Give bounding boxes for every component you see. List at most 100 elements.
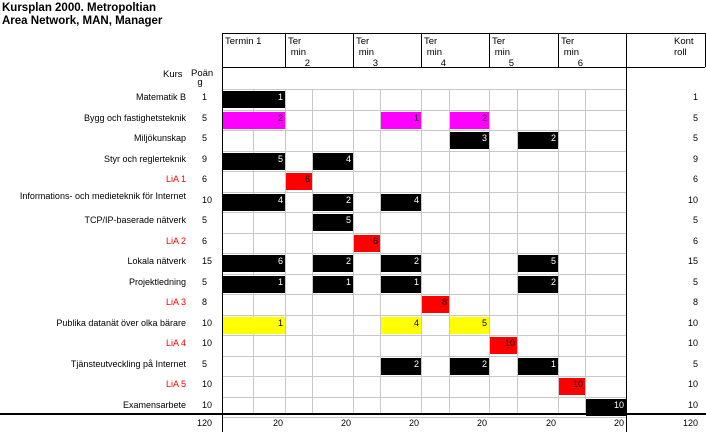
course-points: 8 xyxy=(202,297,208,307)
grid-col-line xyxy=(312,89,313,413)
grid-row-line xyxy=(222,171,626,172)
course-points: 10 xyxy=(202,317,213,328)
grid-col-line xyxy=(585,89,586,413)
grid-row-line xyxy=(222,151,626,152)
header-border-line xyxy=(222,67,705,68)
term-total: 20 xyxy=(613,418,624,428)
grid-col-line xyxy=(353,89,354,413)
grid-col-line xyxy=(253,89,254,413)
term-header-line: min xyxy=(563,47,579,58)
course-control-value: 10 xyxy=(687,194,698,205)
schedule-block: 2 xyxy=(381,255,421,272)
term-header-3: Ter min 3 xyxy=(356,36,378,69)
course-name: LiA 1 xyxy=(165,174,186,184)
course-control-value: 8 xyxy=(692,297,698,307)
course-control-value: 10 xyxy=(687,317,698,328)
course-control-value: 5 xyxy=(692,276,698,287)
course-control-value: 15 xyxy=(687,256,698,266)
schedule-block: 1 xyxy=(223,316,285,334)
course-points: 1 xyxy=(202,92,208,102)
course-name: TCP/IP-baserade nätverk xyxy=(84,215,186,225)
grid-row-line xyxy=(222,315,626,316)
course-points: 15 xyxy=(202,256,213,266)
course-control-value: 6 xyxy=(692,235,698,246)
schedule-block: 2 xyxy=(381,357,421,375)
header-kontroll-line-2: roll xyxy=(674,47,687,58)
schedule-block: 2 xyxy=(518,275,558,293)
schedule-block: 10 xyxy=(586,398,626,416)
term-header-5: Ter min 5 xyxy=(492,36,514,69)
course-points: 6 xyxy=(202,174,208,184)
course-points: 6 xyxy=(202,235,208,246)
term-total: 20 xyxy=(545,418,556,428)
course-points: 5 xyxy=(202,358,208,369)
schedule-block: 5 xyxy=(450,316,489,334)
term-header-line: 5 xyxy=(508,58,514,69)
schedule-block: 2 xyxy=(313,193,353,211)
schedule-block: 10 xyxy=(490,337,517,354)
term-boundary-line xyxy=(626,33,627,432)
term-header-line: min xyxy=(426,47,442,58)
schedule-block: 3 xyxy=(450,132,489,149)
term-header-1: Termin 1 xyxy=(225,36,261,47)
schedule-block: 1 xyxy=(381,275,421,293)
term-header-2: Ter min 2 xyxy=(288,36,310,69)
term-boundary-line xyxy=(558,33,559,67)
schedule-block: 4 xyxy=(223,193,285,211)
grid-row-line xyxy=(222,253,626,254)
course-points: 9 xyxy=(202,153,208,164)
term-header-line: Ter xyxy=(356,36,370,47)
schedule-block: 10 xyxy=(559,378,585,395)
grid-row-line xyxy=(222,397,626,398)
course-control-value: 10 xyxy=(687,338,698,348)
grid-row-line xyxy=(222,417,626,418)
term-boundary-line xyxy=(421,33,422,67)
grid-row-line xyxy=(222,274,626,275)
course-name: Examensarbete xyxy=(122,399,186,410)
schedule-block: 6 xyxy=(286,173,312,190)
course-name: Publika datanät över olka bärare xyxy=(56,317,186,328)
grid-row-line xyxy=(222,356,626,357)
course-name: Bygg och fastighetsteknik xyxy=(83,112,186,123)
schedule-block: 6 xyxy=(354,234,380,252)
course-name: LiA 5 xyxy=(165,379,186,389)
term-boundary-line xyxy=(285,33,286,67)
grid-col-line xyxy=(285,89,286,413)
total-points: 120 xyxy=(197,418,213,428)
schedule-block: 5 xyxy=(518,255,558,272)
course-name: LiA 2 xyxy=(165,235,186,246)
grid-row-line xyxy=(222,233,626,234)
schedule-block: 8 xyxy=(422,296,449,313)
schedule-block: 1 xyxy=(518,357,558,375)
grid-col-line xyxy=(421,89,422,413)
schedule-block: 2 xyxy=(313,255,353,272)
header-kurs: Kurs xyxy=(163,69,183,80)
course-name: Lokala nätverk xyxy=(127,256,186,266)
course-name: Informations- och medieteknik för Intern… xyxy=(19,190,186,201)
term-header-line: Ter xyxy=(561,36,575,47)
course-control-value: 10 xyxy=(687,379,698,389)
total-control: 120 xyxy=(682,418,698,428)
grid-col-line xyxy=(558,89,559,413)
term-header-line: 4 xyxy=(440,58,446,69)
course-points: 10 xyxy=(202,399,213,410)
totals-separator-line xyxy=(0,413,706,415)
course-control-value: 10 xyxy=(687,399,698,410)
course-points: 5 xyxy=(202,112,208,123)
course-points: 10 xyxy=(202,338,213,348)
course-control-value: 5 xyxy=(692,133,698,143)
schedule-block: 1 xyxy=(313,275,353,293)
course-points: 10 xyxy=(202,194,213,205)
term-header-line: min xyxy=(358,47,374,58)
grid-row-line xyxy=(222,192,626,193)
term-total: 20 xyxy=(340,418,351,428)
header-kontroll-line-1: Kont xyxy=(674,36,694,47)
header-poang: Poän g xyxy=(191,69,213,88)
grid-row-line xyxy=(222,212,626,213)
term-header-line: Ter xyxy=(424,36,438,47)
term-header-6: Ter min 6 xyxy=(561,36,583,69)
course-control-value: 9 xyxy=(692,153,698,164)
schedule-block: 4 xyxy=(381,193,421,211)
grid-row-line xyxy=(222,130,626,131)
grid-row-line xyxy=(222,89,626,90)
